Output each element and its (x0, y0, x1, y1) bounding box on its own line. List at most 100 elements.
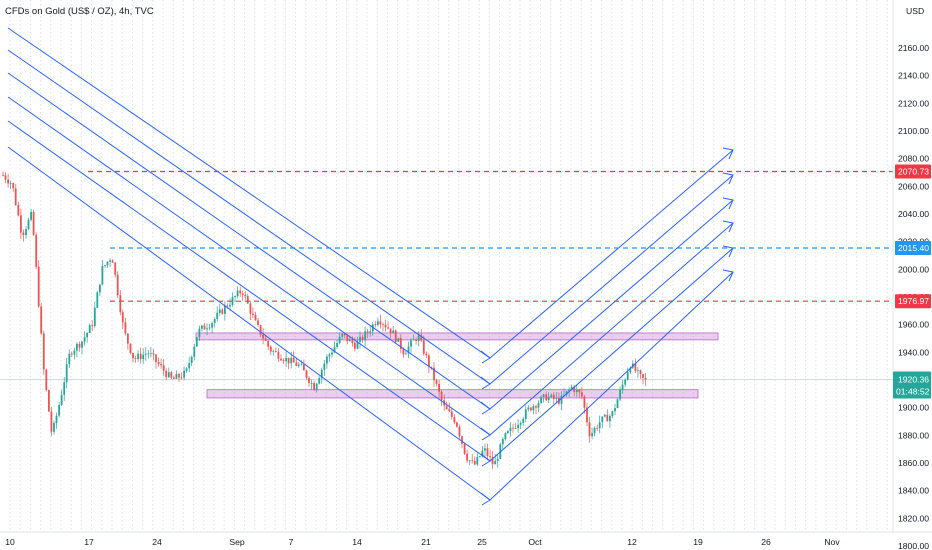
candle-body (338, 336, 341, 343)
candle-body (573, 386, 576, 392)
channel-arrowhead (480, 401, 491, 415)
candle-body (300, 364, 303, 366)
candle-body (471, 460, 474, 462)
candle-body (624, 379, 627, 385)
candle-body (384, 324, 387, 328)
candle-body (348, 339, 351, 342)
candle-body (83, 337, 86, 342)
candle-body (456, 422, 458, 427)
candle-body (109, 260, 111, 262)
candle-body (252, 313, 254, 315)
candle-body (547, 396, 550, 401)
level-tag-2070-bg (895, 164, 931, 179)
candle-body (93, 307, 96, 327)
candle-body (295, 362, 298, 366)
candle-body (111, 260, 114, 263)
candle-body (364, 331, 366, 341)
channel-arrowhead (480, 350, 491, 364)
time-tick-label: 24 (152, 537, 162, 547)
candle-body (259, 325, 262, 335)
candle-body (611, 411, 614, 416)
candle-body (2, 175, 4, 177)
candle-body (422, 340, 425, 354)
candle-body (468, 460, 471, 462)
candle-body (165, 370, 168, 377)
channel-arrowhead (480, 492, 491, 506)
candle-body (254, 314, 257, 321)
candle-body (394, 330, 397, 342)
price-tick-label: 1960.00 (898, 320, 929, 330)
candle-body (137, 353, 139, 359)
time-tick-label: 14 (352, 537, 362, 547)
candle-body (206, 328, 208, 330)
channel-lines (7, 27, 734, 506)
candle-body (598, 422, 601, 429)
candle-body (9, 183, 12, 184)
candle-body (78, 343, 81, 348)
price-tick-label: 2080.00 (898, 154, 929, 164)
candle-body (162, 365, 165, 371)
candle-body (476, 456, 479, 465)
candle-body (213, 319, 216, 324)
candle-body (563, 394, 565, 396)
candle-body (121, 312, 124, 323)
candle-body (634, 363, 637, 372)
candle-body (178, 374, 180, 378)
candle-body (180, 377, 183, 379)
candle-body (91, 325, 94, 327)
candle-body (550, 394, 553, 397)
candle-body (336, 343, 338, 347)
candle-body (305, 370, 308, 378)
candle-body (377, 321, 379, 325)
candle-body (45, 369, 48, 391)
candle-body (290, 357, 293, 364)
candle-body (530, 407, 532, 411)
price-tick-label: 2060.00 (898, 181, 929, 191)
candle-body (292, 357, 295, 363)
candle-body (542, 394, 545, 397)
candle-body (139, 353, 142, 360)
candle-body (4, 175, 7, 180)
channel-arrowhead (722, 172, 734, 185)
candle-body (644, 377, 647, 380)
candle-body (285, 357, 287, 362)
candle-body (341, 333, 344, 337)
candle-body (297, 364, 300, 366)
candle-body (389, 328, 392, 334)
candle-body (435, 380, 438, 384)
candle-body (22, 232, 25, 235)
channel-arrowhead (480, 427, 491, 441)
candle-body (466, 453, 468, 461)
candle-body (356, 342, 359, 349)
candle-body (410, 340, 412, 347)
horizontal-levels (88, 170, 893, 302)
candle-body (361, 336, 364, 341)
candle-body (433, 367, 435, 381)
candle-body (73, 350, 76, 355)
candle-body (142, 354, 145, 360)
candle-body (637, 370, 639, 372)
candle-body (402, 349, 405, 355)
price-tags: 2070.73 2015.40 1976.97 1920.36 01:48:52 (893, 164, 931, 399)
candle-body (134, 358, 137, 359)
candle-body (116, 274, 119, 296)
time-tick-label: 12 (627, 537, 637, 547)
candle-body (407, 346, 410, 354)
price-axis[interactable]: 2160.00 2140.00 2120.00 2100.00 2080.00 2060.… (898, 43, 929, 550)
candle-body (282, 360, 285, 362)
candle-body (491, 457, 494, 465)
candle-body (458, 426, 461, 437)
candle-body (42, 333, 45, 370)
candle-body (463, 443, 466, 454)
channel-arrowhead (480, 376, 491, 390)
candle-body (275, 351, 277, 352)
candle-body (60, 394, 63, 405)
candle-body (170, 372, 173, 378)
channel-arrowhead (722, 269, 734, 282)
time-axis[interactable]: 10 17 24 Sep 7 14 21 25 Oct 12 19 26 Nov (5, 537, 840, 547)
candle-body (504, 433, 507, 440)
price-tick-label: 1880.00 (898, 430, 929, 440)
candle-body (27, 219, 30, 230)
